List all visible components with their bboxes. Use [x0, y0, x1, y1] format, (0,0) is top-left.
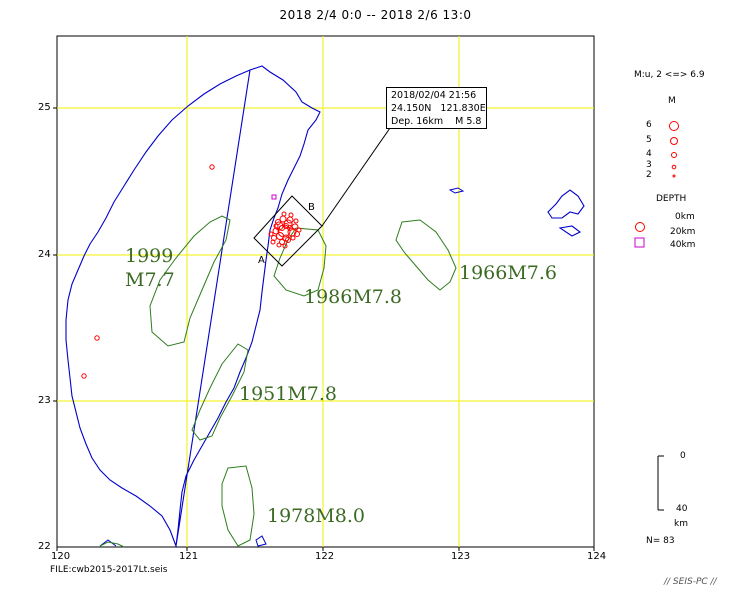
legend-depth-20: 20km [670, 227, 696, 237]
event-markers [81, 164, 302, 379]
quake-label-1978: 1978M8.0 [267, 505, 366, 527]
info-leader-line [321, 127, 391, 227]
scale-unit: km [674, 519, 688, 529]
lon-tick-124: 124 [587, 551, 607, 562]
section-label-b: B [308, 202, 315, 213]
section-label-a: A [258, 255, 265, 266]
legend-mag-4: 4 [646, 149, 652, 159]
map-frame [56, 35, 595, 548]
taiwan-coastline [65, 65, 321, 549]
zone-1986 [273, 227, 327, 297]
lat-tick-24: 24 [38, 249, 51, 260]
quake-label-1951: 1951M7.8 [239, 383, 338, 405]
lon-tick-120: 120 [51, 551, 71, 562]
legend-depth-20-symbol [635, 222, 645, 232]
lon-tick-122: 122 [315, 551, 335, 562]
legend-depth-title: DEPTH [656, 194, 687, 204]
rupture-zones [99, 215, 457, 548]
event-count: N= 83 [646, 536, 675, 546]
file-name: FILE:cwb2015-2017Lt.seis [50, 565, 168, 575]
quake-label-1999-mag: M7.7 [125, 269, 175, 291]
yaeyama-islands [547, 189, 585, 237]
legend-magnitude-symbols [669, 121, 679, 178]
quake-label-1986: 1986M7.8 [304, 286, 403, 308]
legend-mag-2: 2 [646, 170, 652, 180]
scale-label-bottom: 40 [676, 504, 688, 514]
legend-depth-40-symbol [634, 237, 645, 248]
lon-tick-121: 121 [179, 551, 199, 562]
depth-scale-bar [657, 455, 664, 511]
zone-1978-small [99, 541, 125, 548]
legend-magnitude-range: M:u, 2 <=> 6.9 [634, 70, 705, 80]
lat-tick-23: 23 [38, 395, 51, 406]
green-island [255, 535, 267, 547]
event-datetime: 2018/02/04 21:56 [391, 90, 477, 101]
brand-label: // SEIS-PC // [664, 577, 717, 587]
deep-event-marker [271, 194, 277, 200]
zone-1978 [221, 465, 255, 547]
event-location: 24.150N 121.830E [391, 103, 486, 114]
quake-label-1999-year: 1999 [125, 245, 174, 267]
legend-mag-5: 5 [646, 135, 652, 145]
zone-1999 [149, 215, 231, 347]
legend-magnitude-title: M [668, 96, 676, 106]
lat-tick-22: 22 [38, 541, 51, 552]
cross-section-box [253, 127, 391, 267]
legend-depth-0: 0km [675, 212, 695, 222]
legend-depth-40: 40km [670, 240, 696, 250]
event-depth-magnitude: Dep. 16km M 5.8 [391, 116, 482, 127]
lat-tick-25: 25 [38, 102, 51, 113]
zone-1951 [191, 343, 249, 441]
lon-tick-123: 123 [451, 551, 471, 562]
legend-mag-3: 3 [646, 160, 652, 170]
scale-label-top: 0 [680, 451, 686, 461]
quake-label-1966: 1966M7.6 [459, 262, 558, 284]
islet-east [448, 187, 465, 194]
event-info-box: 2018/02/04 21:56 24.150N 121.830E Dep. 1… [386, 87, 487, 129]
tick-marks [53, 107, 595, 551]
legend-mag-6: 6 [646, 120, 652, 130]
penghu-islands [99, 539, 117, 547]
map-title: 2018 2/4 0:0 -- 2018 2/6 13:0 [279, 8, 472, 22]
zone-1966 [395, 219, 457, 291]
